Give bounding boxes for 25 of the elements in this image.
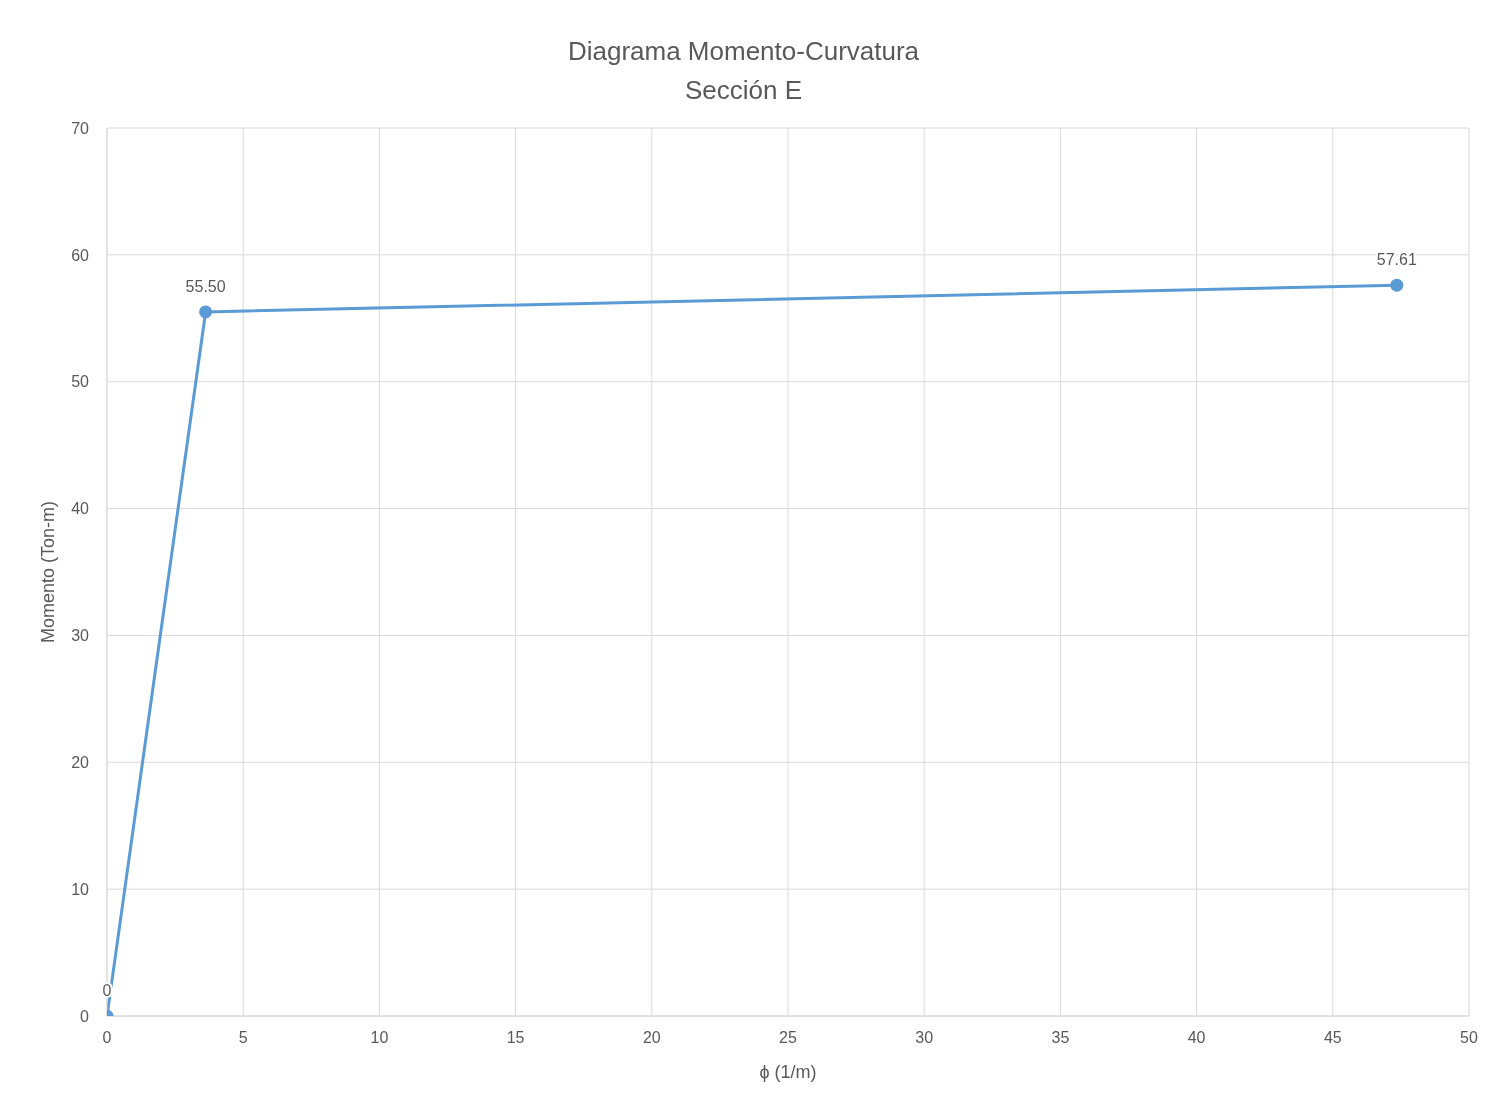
y-tick-label: 0 bbox=[80, 1007, 90, 1025]
x-tick-label: 45 bbox=[1323, 1029, 1342, 1047]
chart-subtitle: Sección E bbox=[683, 74, 804, 107]
data-label: 55.50 bbox=[185, 277, 226, 295]
y-tick-label: 50 bbox=[71, 373, 90, 391]
chart-title: Diagrama Momento-Curvatura bbox=[566, 35, 921, 68]
y-tick-label: 10 bbox=[71, 880, 90, 898]
y-tick-label: 30 bbox=[71, 627, 90, 645]
x-tick-label: 40 bbox=[1187, 1029, 1206, 1047]
data-label: 57.61 bbox=[1376, 251, 1417, 269]
y-tick-label: 70 bbox=[71, 119, 90, 137]
y-axis-title: Momento (Ton-m) bbox=[38, 500, 59, 644]
x-tick-label: 35 bbox=[1051, 1029, 1070, 1047]
y-tick-label: 40 bbox=[71, 500, 90, 518]
y-tick-label: 20 bbox=[71, 753, 90, 771]
x-tick-label: 10 bbox=[370, 1029, 389, 1047]
x-tick-label: 15 bbox=[506, 1029, 525, 1047]
x-axis-title: ϕ (1/m) bbox=[759, 1062, 817, 1082]
x-tick-label: 50 bbox=[1460, 1029, 1478, 1047]
x-tick-label: 30 bbox=[915, 1029, 934, 1047]
y-tick-label: 60 bbox=[71, 246, 90, 264]
x-tick-label: 20 bbox=[642, 1029, 661, 1047]
x-tick-label: 5 bbox=[238, 1029, 248, 1047]
x-tick-label: 0 bbox=[102, 1029, 112, 1047]
x-tick-label: 25 bbox=[779, 1029, 797, 1047]
